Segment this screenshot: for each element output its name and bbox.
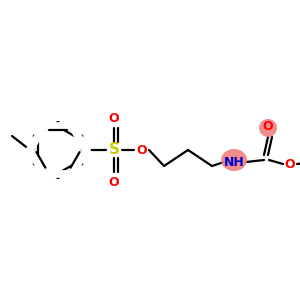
Text: O: O (109, 112, 119, 124)
Text: O: O (109, 176, 119, 188)
Text: O: O (137, 143, 147, 157)
Ellipse shape (259, 119, 277, 137)
Text: O: O (263, 121, 273, 134)
Text: S: S (109, 142, 119, 158)
Text: NH: NH (224, 155, 244, 169)
Text: O: O (285, 158, 295, 170)
Ellipse shape (221, 149, 247, 171)
